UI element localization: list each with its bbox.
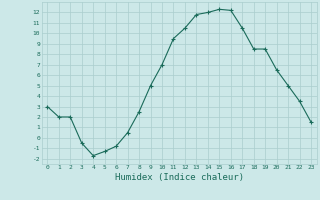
- X-axis label: Humidex (Indice chaleur): Humidex (Indice chaleur): [115, 173, 244, 182]
